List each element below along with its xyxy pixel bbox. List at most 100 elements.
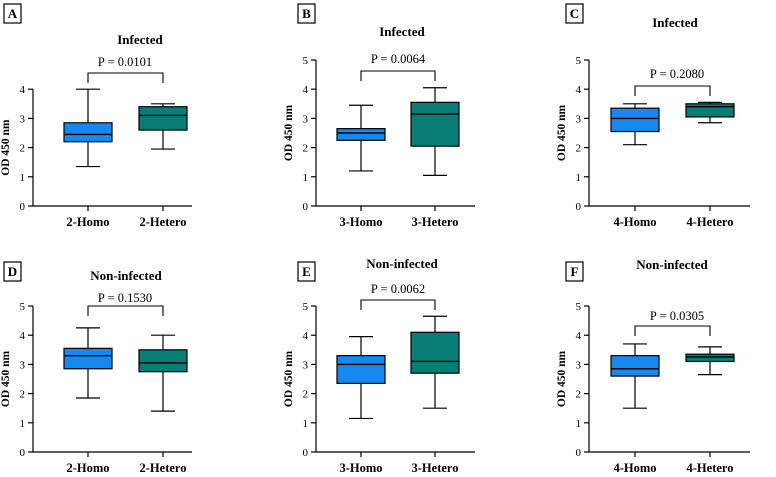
box-iqr: [138, 349, 188, 373]
x-tick-label: 4-Homo: [613, 461, 656, 475]
y-tick-label: 1: [576, 418, 582, 430]
panel-a: A Infected OD 450 nm 0 1 2 3 4 2-Homo 2-Hetero P =…: [0, 3, 192, 229]
y-tick-label: 1: [20, 418, 26, 430]
chart-title: Infected: [117, 32, 163, 47]
box-iqr: [138, 106, 188, 131]
box-4-homo: [610, 103, 660, 146]
panel-letter-box: [565, 261, 584, 282]
significance-bracket: [87, 72, 164, 83]
box-iqr: [63, 122, 113, 143]
box-2-homo: [63, 88, 113, 168]
significance-bracket: [87, 305, 164, 316]
chart-title: Infected: [652, 15, 698, 30]
y-axis-label: OD 450 nm: [0, 119, 12, 176]
y-tick-label: 4: [303, 84, 309, 96]
panel-b: B Infected OD 450 nm 0 1 2 3 4 5 3-Homo 3-Hetero P …: [283, 3, 475, 229]
x-tick-label: 3-Hetero: [412, 461, 459, 475]
chart-title: Non-infected: [90, 268, 162, 283]
chart-title: Infected: [379, 24, 425, 39]
panel-d: D Non-infected OD 450 nm 0 1 2 3 4 5 2-Homo 2-Hete…: [0, 261, 192, 475]
y-tick-label: 0: [576, 201, 582, 213]
x-tick-label: 3-Homo: [339, 215, 382, 229]
box-3-homo: [336, 336, 386, 420]
box-iqr: [63, 347, 113, 370]
box-4-hetero: [685, 101, 735, 124]
y-tick-label: 5: [20, 301, 26, 313]
y-tick-label: 3: [303, 113, 309, 125]
y-tick-label: 4: [576, 84, 582, 96]
chart-title: Non-infected: [636, 257, 708, 272]
panel-letter-box: [3, 261, 22, 282]
p-value-label: P = 0.0062: [371, 282, 425, 296]
y-tick-label: 5: [303, 55, 309, 67]
box-iqr: [336, 355, 386, 384]
x-tick-label: 4-Hetero: [687, 215, 734, 229]
chart-title: Non-infected: [366, 256, 438, 271]
p-value-label: P = 0.0305: [650, 309, 704, 323]
y-tick-label: 3: [576, 113, 582, 125]
box-2-hetero: [138, 103, 188, 150]
y-tick-label: 2: [576, 389, 582, 401]
panel-letter-box: [565, 3, 584, 24]
box-iqr: [336, 128, 386, 141]
y-tick-label: 2: [303, 143, 309, 155]
p-value-label: P = 0.2080: [650, 67, 704, 81]
box-4-hetero: [685, 346, 735, 376]
y-tick-label: 3: [20, 113, 26, 125]
x-tick-label: 2-Hetero: [140, 461, 187, 475]
box-iqr: [685, 103, 735, 118]
x-tick-label: 4-Homo: [613, 215, 656, 229]
panel-letter-box: [297, 261, 316, 282]
box-3-homo: [336, 104, 386, 172]
y-tick-label: 2: [20, 143, 26, 155]
box-4-homo: [610, 343, 660, 409]
y-tick-label: 4: [20, 84, 26, 96]
significance-bracket: [360, 299, 436, 310]
box-iqr: [410, 101, 460, 147]
y-tick-label: 1: [20, 172, 26, 184]
panel-f: F Non-infected OD 450 nm 0 1 2 3 4 5 4-Homo 4-Hete…: [556, 257, 750, 475]
y-tick-label: 3: [576, 359, 582, 371]
y-tick-label: 2: [576, 143, 582, 155]
y-tick-label: 0: [20, 201, 26, 213]
box-2-hetero: [138, 334, 188, 412]
x-tick-label: 2-Homo: [66, 461, 109, 475]
panel-letter-box: [3, 3, 22, 24]
y-tick-label: 1: [303, 418, 309, 430]
y-tick-label: 0: [576, 447, 582, 459]
box-3-hetero: [410, 87, 460, 176]
y-tick-label: 4: [20, 330, 26, 342]
panel-e: E Non-infected OD 450 nm 0 1 2 3 4 5 3-Homo 3-Hete…: [283, 256, 475, 475]
y-tick-label: 2: [303, 389, 309, 401]
x-tick-label: 2-Hetero: [140, 215, 187, 229]
y-tick-label: 5: [576, 55, 582, 67]
x-tick-label: 3-Homo: [339, 461, 382, 475]
box-3-hetero: [410, 315, 460, 409]
y-tick-label: 5: [576, 301, 582, 313]
y-tick-label: 5: [303, 301, 309, 313]
y-tick-label: 0: [20, 447, 26, 459]
y-tick-label: 2: [20, 389, 26, 401]
x-tick-label: 2-Homo: [66, 215, 109, 229]
box-iqr: [685, 353, 735, 363]
y-tick-label: 0: [303, 447, 309, 459]
significance-bracket: [360, 70, 436, 81]
p-value-label: P = 0.0064: [371, 52, 426, 66]
box-iqr: [610, 107, 660, 133]
y-tick-label: 4: [303, 330, 309, 342]
y-tick-label: 3: [303, 359, 309, 371]
y-axis-label: OD 450 nm: [556, 350, 568, 407]
p-value-label: P = 0.0101: [98, 55, 152, 69]
box-2-homo: [63, 327, 113, 399]
y-tick-label: 3: [20, 359, 26, 371]
y-axis-label: OD 450 nm: [283, 350, 295, 407]
y-axis-label: OD 450 nm: [283, 104, 295, 161]
panel-letter: C: [570, 6, 579, 21]
box-iqr: [610, 355, 660, 377]
significance-bracket: [634, 85, 711, 96]
x-tick-label: 3-Hetero: [412, 215, 459, 229]
panel-letter-box: [297, 3, 316, 24]
significance-bracket: [634, 325, 711, 336]
panel-letter: F: [571, 264, 579, 279]
